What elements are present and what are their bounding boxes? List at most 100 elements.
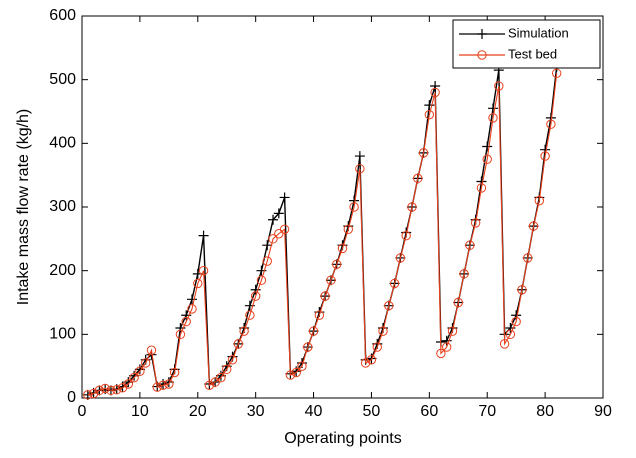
point bbox=[186, 294, 197, 305]
point bbox=[442, 342, 452, 352]
point bbox=[88, 388, 99, 399]
point bbox=[413, 173, 423, 184]
point bbox=[169, 367, 180, 378]
point bbox=[546, 119, 556, 129]
point bbox=[476, 183, 487, 193]
point bbox=[430, 87, 440, 98]
x-tick-label: 50 bbox=[363, 403, 381, 420]
point bbox=[187, 304, 197, 314]
series bbox=[82, 61, 562, 400]
point bbox=[459, 269, 469, 279]
point bbox=[112, 385, 122, 395]
point bbox=[343, 224, 353, 234]
point bbox=[123, 379, 134, 389]
point bbox=[332, 259, 342, 269]
point bbox=[274, 229, 284, 239]
point bbox=[470, 218, 481, 228]
point bbox=[233, 339, 244, 349]
point bbox=[354, 151, 365, 162]
point bbox=[134, 364, 145, 375]
point bbox=[291, 367, 301, 378]
y-tick-label: 500 bbox=[49, 71, 76, 88]
series-line bbox=[87, 66, 558, 396]
point bbox=[488, 103, 499, 114]
point bbox=[82, 389, 93, 400]
series bbox=[83, 68, 562, 400]
legend-label: Test bed bbox=[508, 46, 557, 61]
point bbox=[239, 326, 249, 336]
point bbox=[308, 326, 319, 336]
legend-marker bbox=[477, 29, 487, 39]
point bbox=[279, 192, 290, 203]
point bbox=[401, 230, 411, 241]
y-tick-label: 200 bbox=[49, 262, 76, 279]
x-tick-label: 40 bbox=[305, 403, 323, 420]
point bbox=[436, 348, 446, 359]
point bbox=[523, 253, 533, 263]
point bbox=[268, 214, 279, 225]
point bbox=[245, 310, 255, 320]
point bbox=[505, 329, 516, 340]
point bbox=[123, 377, 134, 388]
point bbox=[193, 278, 203, 289]
point bbox=[540, 151, 550, 161]
point bbox=[534, 195, 545, 206]
point bbox=[175, 329, 186, 340]
point bbox=[268, 234, 278, 244]
point bbox=[129, 372, 139, 383]
point bbox=[204, 380, 215, 390]
point bbox=[482, 154, 492, 164]
point bbox=[465, 240, 475, 250]
y-tick-label: 300 bbox=[49, 198, 76, 215]
point bbox=[222, 364, 232, 375]
point bbox=[378, 326, 388, 336]
point bbox=[250, 291, 261, 301]
point bbox=[262, 256, 272, 266]
x-tick-label: 60 bbox=[420, 403, 438, 420]
point bbox=[499, 339, 510, 349]
point bbox=[158, 380, 168, 390]
point bbox=[326, 275, 336, 285]
point bbox=[273, 208, 284, 219]
point bbox=[395, 253, 406, 263]
point bbox=[198, 265, 209, 276]
point bbox=[140, 358, 151, 368]
point bbox=[528, 221, 539, 231]
point bbox=[488, 113, 498, 123]
point bbox=[476, 176, 487, 187]
point bbox=[447, 326, 458, 336]
x-tick-label: 70 bbox=[478, 403, 496, 420]
point bbox=[129, 370, 140, 381]
point bbox=[384, 300, 394, 311]
point bbox=[517, 285, 527, 295]
x-tick-label: 30 bbox=[247, 403, 265, 420]
point bbox=[418, 148, 429, 158]
point bbox=[215, 370, 226, 381]
x-tick-label: 20 bbox=[189, 403, 207, 420]
point bbox=[135, 366, 145, 376]
y-tick-label: 400 bbox=[49, 135, 76, 152]
point bbox=[94, 385, 105, 396]
point bbox=[372, 342, 382, 352]
point bbox=[198, 230, 209, 241]
legend-box bbox=[452, 19, 601, 69]
point bbox=[216, 372, 226, 383]
point bbox=[430, 81, 441, 92]
point bbox=[407, 202, 417, 212]
x-tick-label: 10 bbox=[131, 403, 149, 420]
series-line bbox=[87, 73, 558, 396]
point bbox=[297, 361, 307, 371]
y-tick-label: 600 bbox=[49, 7, 76, 24]
point bbox=[366, 355, 377, 365]
y-tick-label: 0 bbox=[67, 389, 76, 406]
point bbox=[152, 382, 162, 392]
point bbox=[349, 202, 359, 212]
plot-frame bbox=[81, 15, 604, 399]
point bbox=[303, 342, 313, 352]
point bbox=[285, 370, 296, 380]
point bbox=[360, 358, 371, 368]
point bbox=[314, 310, 325, 320]
legend-label: Simulation bbox=[508, 25, 569, 40]
legend: Simulation Test bed bbox=[452, 19, 601, 69]
